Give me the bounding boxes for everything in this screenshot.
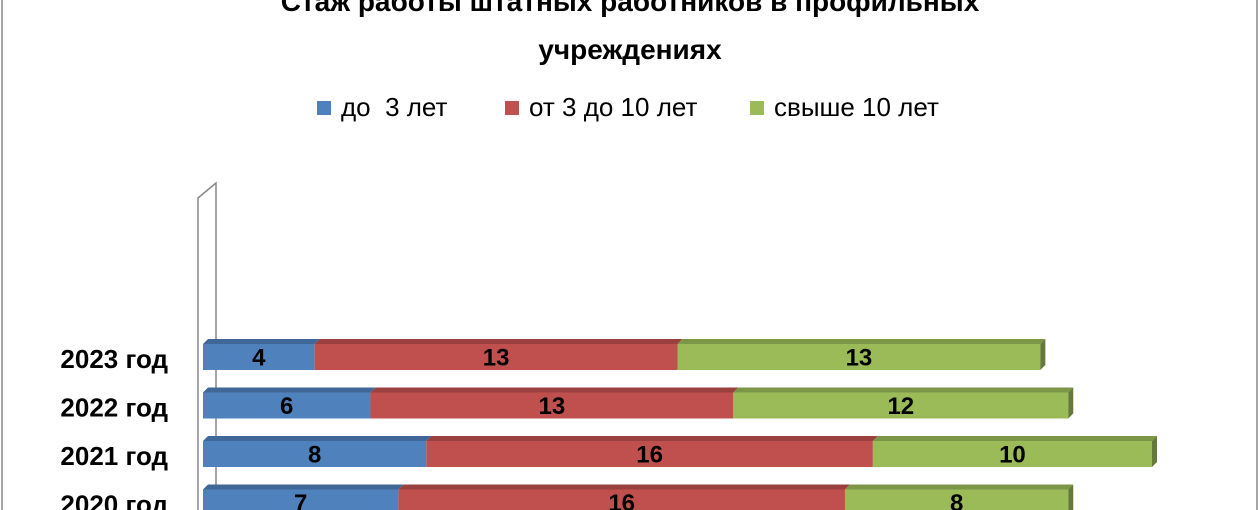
y-tick-label: 2023 год: [60, 344, 168, 374]
bar-top: [844, 484, 1074, 490]
bar-side: [1068, 484, 1074, 510]
data-label: 4: [252, 344, 266, 371]
legend-label: от 3 до 10 лет: [529, 92, 697, 122]
bar-top: [398, 484, 850, 490]
bar-segment: [203, 436, 432, 467]
data-label: 12: [887, 393, 914, 420]
bar-top: [203, 484, 404, 490]
bar-side: [1040, 339, 1046, 370]
bar-side: [1068, 387, 1074, 419]
bar-segment: [203, 339, 320, 370]
bar-top: [203, 436, 432, 441]
data-label: 13: [539, 393, 566, 420]
bar-front: [844, 489, 1069, 510]
bar-top: [314, 339, 683, 344]
data-label: 10: [999, 441, 1026, 468]
bar-front: [203, 392, 371, 419]
bar-segment: [872, 436, 1157, 467]
bar-top: [426, 436, 878, 441]
legend-label: свыше 10 лет: [774, 92, 939, 122]
y-tick-label: 2022 год: [60, 392, 168, 422]
legend-swatch: [505, 101, 519, 115]
legend-swatch: [750, 101, 764, 115]
bar-front: [314, 344, 678, 370]
bar-segment: [370, 387, 739, 419]
bar-front: [677, 344, 1041, 370]
bar-segment: [398, 484, 850, 510]
bar-segment: [844, 484, 1074, 510]
bar-front: [733, 392, 1069, 419]
bar-segment: [677, 339, 1046, 370]
legend-swatch: [317, 101, 331, 115]
bar-front: [398, 489, 845, 510]
y-tick-label: 2020 год: [60, 489, 168, 510]
bar-segment: [426, 436, 878, 467]
bar-segment: [203, 484, 404, 510]
legend-label: до 3 лет: [341, 92, 448, 122]
data-label: 16: [636, 441, 663, 468]
bar-front: [203, 489, 399, 510]
bar-top: [203, 339, 320, 344]
data-label: 7: [294, 490, 307, 510]
bar-top: [733, 387, 1074, 393]
chart-title: Стаж работы штатных работников в профиль…: [280, 0, 980, 65]
data-label: 16: [608, 490, 635, 510]
bar-top: [370, 387, 739, 393]
data-label: 6: [280, 393, 293, 420]
y-tick-label: 2021 год: [60, 441, 168, 471]
bar-side: [1152, 436, 1157, 467]
data-label: 8: [950, 490, 963, 510]
bar-segment: [733, 387, 1074, 419]
bar-front: [203, 344, 315, 370]
bar-top: [677, 339, 1046, 344]
bar-segment: [203, 387, 376, 419]
data-label: 13: [846, 344, 873, 371]
bar-front: [872, 441, 1152, 467]
bar-front: [370, 392, 734, 419]
bar-front: [426, 441, 873, 467]
data-label: 8: [308, 441, 321, 468]
bar-top: [203, 387, 376, 393]
data-label: 13: [483, 344, 510, 371]
bar-segment: [314, 339, 683, 370]
bar-top: [872, 436, 1157, 441]
bar-front: [203, 441, 427, 467]
